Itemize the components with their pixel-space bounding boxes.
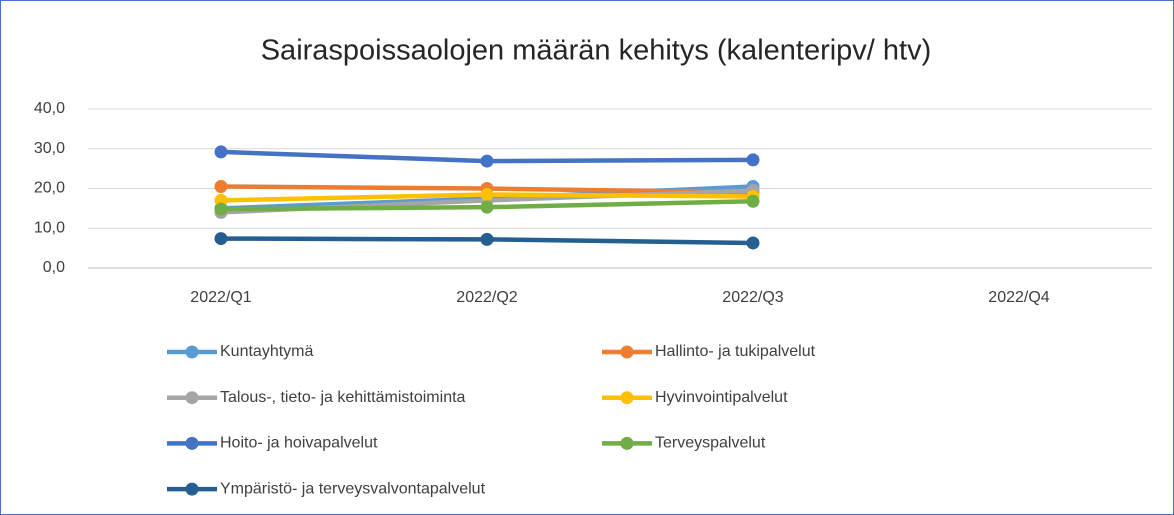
- legend-label: Hoito- ja hoivapalvelut: [220, 435, 378, 452]
- data-point: [746, 236, 760, 250]
- y-tick-label: 0,0: [43, 259, 65, 276]
- y-tick-label: 40,0: [34, 100, 65, 117]
- data-point: [214, 232, 228, 246]
- x-tick-label: 2022/Q1: [190, 289, 251, 306]
- data-point: [480, 232, 494, 246]
- legend-label: Kuntayhtymä: [220, 343, 313, 360]
- data-point: [746, 194, 760, 208]
- legend-label: Ympäristö- ja terveysvalvontapalvelut: [220, 480, 486, 497]
- data-point: [214, 145, 228, 159]
- data-point: [746, 153, 760, 167]
- legend-label: Talous-, tieto- ja kehittämistoiminta: [220, 389, 466, 406]
- legend-marker: [620, 345, 634, 359]
- legend-marker: [620, 436, 634, 450]
- chart-title: Sairaspoissaolojen määrän kehitys (kalen…: [261, 35, 932, 67]
- legend-marker: [185, 391, 199, 405]
- x-tick-label: 2022/Q2: [456, 289, 517, 306]
- x-tick-label: 2022/Q4: [988, 289, 1049, 306]
- legend-label: Hallinto- ja tukipalvelut: [655, 343, 816, 360]
- legend-label: Hyvinvointipalvelut: [655, 389, 788, 406]
- data-point: [480, 200, 494, 214]
- y-tick-label: 30,0: [34, 140, 65, 157]
- x-tick-label: 2022/Q3: [722, 289, 783, 306]
- data-point: [480, 154, 494, 168]
- legend-marker: [185, 436, 199, 450]
- legend-marker: [185, 345, 199, 359]
- y-tick-label: 10,0: [34, 219, 65, 236]
- legend-marker: [185, 482, 199, 496]
- y-tick-label: 20,0: [34, 180, 65, 197]
- data-point: [214, 180, 228, 194]
- legend-label: Terveyspalvelut: [655, 435, 766, 452]
- data-point: [480, 187, 494, 201]
- data-point: [214, 202, 228, 216]
- legend-marker: [620, 391, 634, 405]
